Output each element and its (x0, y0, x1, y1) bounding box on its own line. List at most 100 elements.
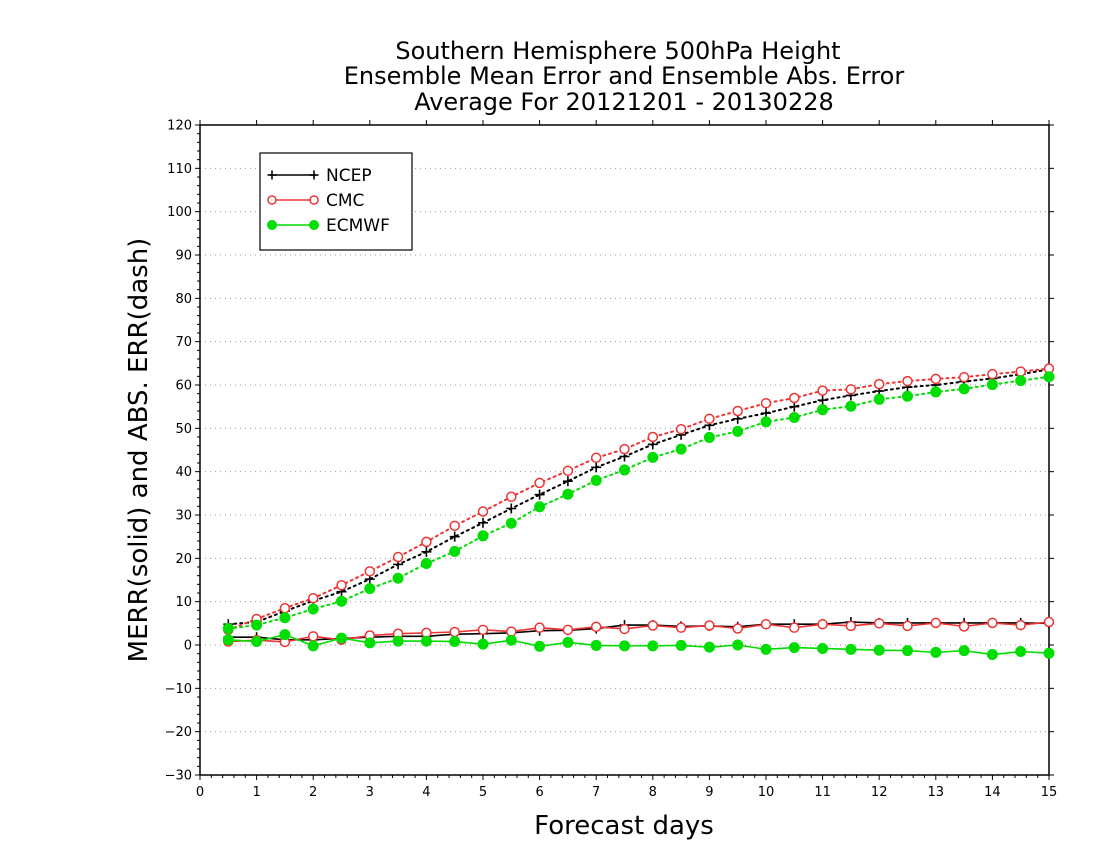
x-tick-label: 4 (422, 785, 430, 800)
abs-error-point-cmc (930, 373, 942, 385)
mean-error-point-cmc (845, 620, 857, 632)
series-ecmwf (222, 371, 1055, 661)
abs-error-point-ecmwf (930, 386, 942, 398)
abs-error-point-cmc (958, 371, 970, 383)
x-tick-label: 3 (366, 785, 374, 800)
abs-error-point-cmc (590, 452, 602, 464)
abs-error-point-ecmwf (534, 501, 546, 513)
abs-error-point-ecmwf (477, 530, 489, 542)
y-tick-label: 90 (175, 249, 192, 264)
abs-error-point-ncep (478, 517, 488, 528)
legend: NCEP CMC ECMWF (259, 152, 413, 251)
abs-error-point-ecmwf (902, 390, 913, 402)
abs-error-point-ecmwf (675, 443, 687, 455)
mean-error-point-cmc (675, 622, 687, 633)
abs-error-point-cmc (647, 431, 659, 443)
legend-item-ecmwf: ECMWF (267, 216, 390, 236)
abs-error-point-cmc (336, 579, 347, 591)
abs-error-point-cmc (732, 405, 743, 417)
x-tick-label: 15 (1041, 785, 1058, 800)
abs-error-point-ecmwf (590, 474, 602, 486)
mean-error-point-cmc (619, 623, 630, 635)
abs-error-point-cmc (789, 392, 800, 404)
mean-error-point-ecmwf (336, 632, 347, 644)
legend-label-cmc: CMC (326, 191, 364, 211)
abs-error-point-ecmwf (307, 603, 319, 615)
abs-error-point-ecmwf (817, 404, 829, 416)
chart-title: Southern Hemisphere 500hPa Height Ensemb… (344, 37, 905, 116)
abs-error-point-cmc (392, 551, 404, 563)
y-tick-label: 120 (167, 119, 192, 134)
y-tick-label: 20 (175, 552, 192, 567)
legend-item-cmc: CMC (267, 191, 364, 211)
abs-error-point-ecmwf (420, 558, 432, 570)
mean-error-point-ecmwf (647, 640, 659, 652)
abs-error-point-ncep (534, 489, 545, 500)
mean-error-point-ecmwf (1015, 646, 1027, 657)
mean-error-point-ecmwf (1043, 647, 1055, 659)
legend-marker-right-cmc (309, 195, 319, 205)
plot-frame (199, 124, 1050, 776)
abs-error-point-ncep (449, 531, 460, 542)
abs-error-point-ecmwf (986, 379, 998, 391)
mean-error-point-ecmwf (732, 639, 744, 651)
abs-error-point-cmc (902, 375, 913, 387)
abs-error-line-ecmwf (227, 375, 1050, 630)
abs-error-point-cmc (307, 592, 319, 604)
legend-label-ecmwf: ECMWF (326, 216, 390, 236)
abs-error-point-ncep (591, 462, 602, 473)
legend-marker-left-ecmwf (267, 220, 277, 230)
chart-title-line-1: Southern Hemisphere 500hPa Height (395, 37, 840, 65)
legend-box (259, 152, 413, 251)
abs-error-point-ecmwf (647, 451, 659, 463)
abs-error-point-ecmwf (336, 595, 347, 607)
abs-error-point-cmc (1015, 366, 1026, 377)
abs-error-point-cmc (364, 566, 376, 577)
abs-error-point-cmc (506, 491, 517, 503)
abs-error-point-ecmwf (251, 619, 263, 631)
abs-error-point-cmc (817, 385, 828, 396)
mean-error-point-cmc (789, 622, 800, 633)
mean-error-point-ecmwf (619, 640, 630, 652)
mean-error-point-ecmwf (505, 634, 517, 646)
mean-error-point-ecmwf (760, 643, 772, 655)
abs-error-point-ncep (817, 395, 828, 406)
legend-marker-right-ncep (309, 170, 319, 180)
abs-error-point-ecmwf (505, 517, 517, 529)
mean-error-point-cmc (1043, 616, 1055, 628)
mean-error-point-ecmwf (279, 629, 291, 641)
mean-error-point-cmc (307, 631, 319, 642)
y-axis-label: MERR(solid) and ABS. ERR(dash) (124, 238, 154, 663)
x-tick-label: 7 (592, 785, 600, 800)
abs-error-point-ecmwf (1015, 375, 1027, 387)
mean-error-point-ecmwf (392, 635, 404, 647)
mean-error-point-ecmwf (675, 639, 687, 651)
mean-error-point-cmc (534, 622, 545, 633)
mean-error-point-ecmwf (817, 642, 829, 654)
mean-error-point-cmc (873, 618, 885, 629)
abs-error-point-ecmwf (619, 464, 630, 476)
abs-error-point-cmc (421, 536, 432, 548)
abs-error-point-cmc (279, 602, 291, 614)
x-tick-label: 2 (309, 785, 317, 800)
abs-error-point-cmc (449, 520, 460, 532)
mean-error-point-cmc (647, 620, 659, 631)
y-tick-label: −10 (165, 682, 192, 697)
mean-error-point-cmc (704, 620, 715, 631)
mean-error-point-ecmwf (590, 639, 602, 651)
y-tick-label: 40 (175, 465, 192, 480)
mean-error-point-ecmwf (222, 634, 234, 646)
mean-error-point-cmc (987, 617, 998, 629)
x-tick-label: 10 (758, 785, 775, 800)
y-tick-label: 50 (175, 422, 192, 437)
series-cmc (223, 363, 1055, 648)
abs-error-point-cmc (675, 423, 687, 435)
x-tick-label: 12 (871, 785, 888, 800)
legend-item-ncep: NCEP (267, 166, 372, 186)
mean-error-point-ecmwf (703, 641, 715, 653)
mean-error-point-ecmwf (958, 645, 970, 657)
abs-error-point-ecmwf (732, 425, 744, 437)
y-tick-label: 100 (167, 205, 192, 220)
series-layer (222, 363, 1055, 661)
